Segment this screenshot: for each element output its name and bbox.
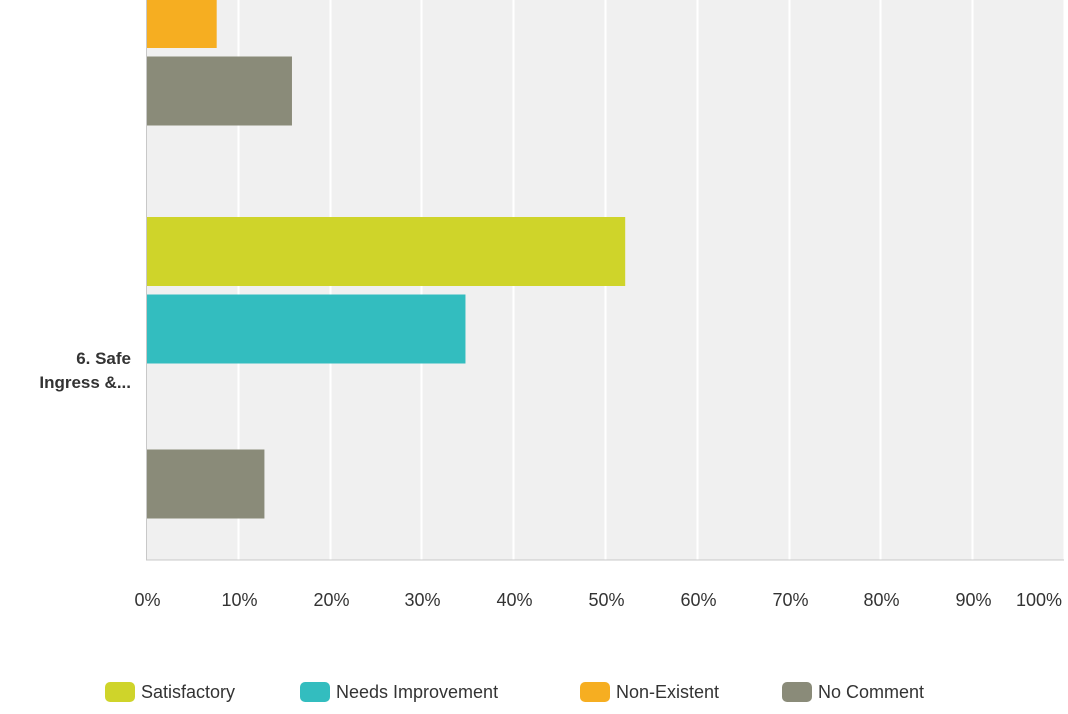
x-tick-label: 60%	[680, 590, 716, 610]
x-tick-label: 10%	[221, 590, 257, 610]
bar-non-existent	[147, 0, 217, 48]
x-tick-label: 20%	[313, 590, 349, 610]
legend-item-non-existent: Non-Existent	[580, 681, 719, 703]
x-tick-label: 90%	[955, 590, 991, 610]
category-label: Ingress &...	[39, 373, 131, 392]
legend-swatch-non-existent	[580, 682, 610, 702]
x-tick-label: 50%	[588, 590, 624, 610]
legend-label-needs-improvement: Needs Improvement	[336, 682, 498, 703]
category-labels: 6. Safe Ingress &...	[39, 349, 131, 392]
x-tick-label: 30%	[404, 590, 440, 610]
legend-swatch-satisfactory	[105, 682, 135, 702]
bar-satisfactory	[147, 217, 625, 286]
legend-item-satisfactory: Satisfactory	[105, 681, 235, 703]
x-tick-label: 100%	[1016, 590, 1062, 610]
legend-label-no-comment: No Comment	[818, 682, 924, 703]
legend: Satisfactory Needs Improvement Non-Exist…	[0, 681, 1068, 703]
x-tick-labels: 0% 10% 20% 30% 40% 50% 60% 70% 80% 90% 100%	[134, 590, 1062, 610]
category-label: 6. Safe	[76, 349, 131, 368]
bar-needs-improvement	[147, 295, 465, 364]
legend-swatch-needs-improvement	[300, 682, 330, 702]
legend-label-non-existent: Non-Existent	[616, 682, 719, 703]
x-tick-label: 70%	[772, 590, 808, 610]
x-tick-label: 40%	[496, 590, 532, 610]
x-tick-label: 0%	[134, 590, 160, 610]
legend-label-satisfactory: Satisfactory	[141, 682, 235, 703]
x-tick-label: 80%	[863, 590, 899, 610]
legend-swatch-no-comment	[782, 682, 812, 702]
bar-no-comment	[147, 57, 292, 126]
legend-item-no-comment: No Comment	[782, 681, 924, 703]
bar-no-comment	[147, 450, 264, 519]
legend-item-needs-improvement: Needs Improvement	[300, 681, 498, 703]
